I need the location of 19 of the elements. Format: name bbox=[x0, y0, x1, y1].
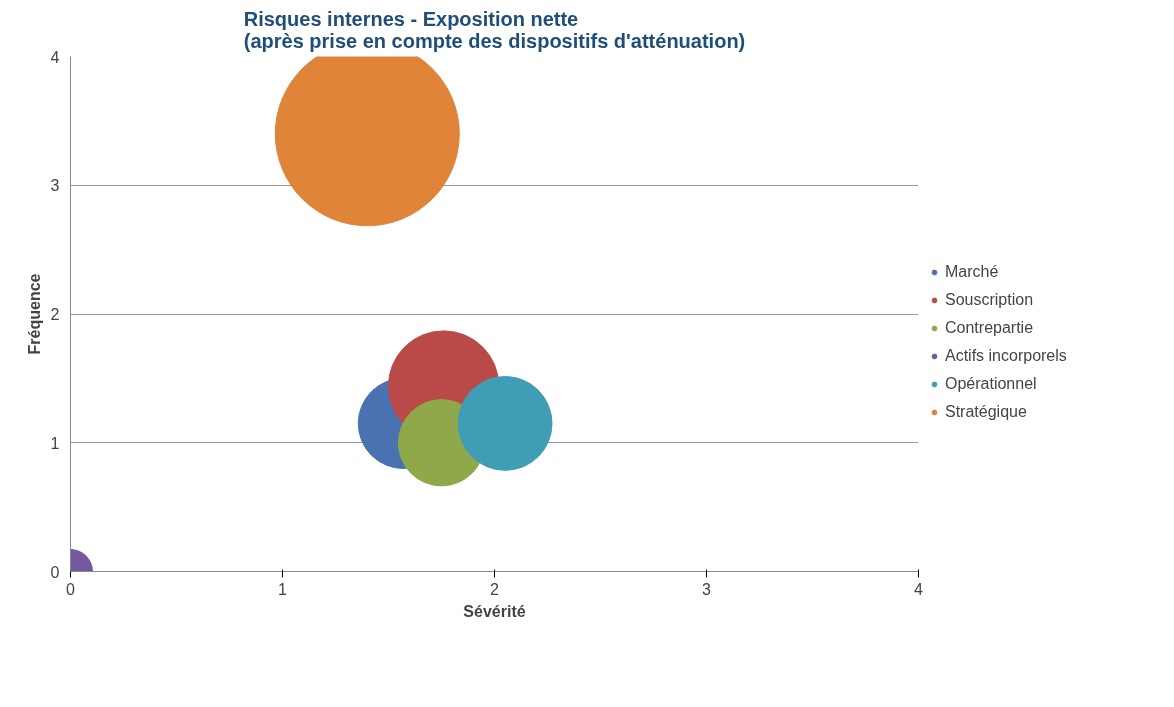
y-tick-label: 4 bbox=[50, 48, 60, 66]
y-tick-label: 0 bbox=[50, 563, 60, 581]
y-tick-label: 2 bbox=[50, 306, 60, 323]
legend-label: Stratégique bbox=[945, 403, 1027, 421]
x-tick-label: 0 bbox=[66, 580, 76, 598]
y-axis-title: Fréquence bbox=[25, 273, 43, 355]
y-tick-label: 3 bbox=[50, 177, 60, 195]
x-tick-label: 3 bbox=[702, 580, 712, 598]
x-tick-label: 1 bbox=[278, 580, 288, 598]
x-tick-label: 4 bbox=[914, 580, 924, 598]
chart-title: Risques internes - Exposition nette (après prise en compte des dispositifs d'atténuation) bbox=[243, 7, 746, 52]
legend-label: Opérationnel bbox=[945, 375, 1037, 393]
x-axis-title: Sévérité bbox=[463, 602, 526, 620]
legend-label: Souscription bbox=[945, 291, 1034, 309]
legend-label: Contrepartie bbox=[945, 319, 1034, 337]
legend-label: Actifs incorporels bbox=[945, 347, 1067, 365]
legend-label: Marché bbox=[945, 263, 999, 281]
y-tick-label: 1 bbox=[50, 434, 60, 452]
x-tick-label: 2 bbox=[490, 580, 500, 598]
